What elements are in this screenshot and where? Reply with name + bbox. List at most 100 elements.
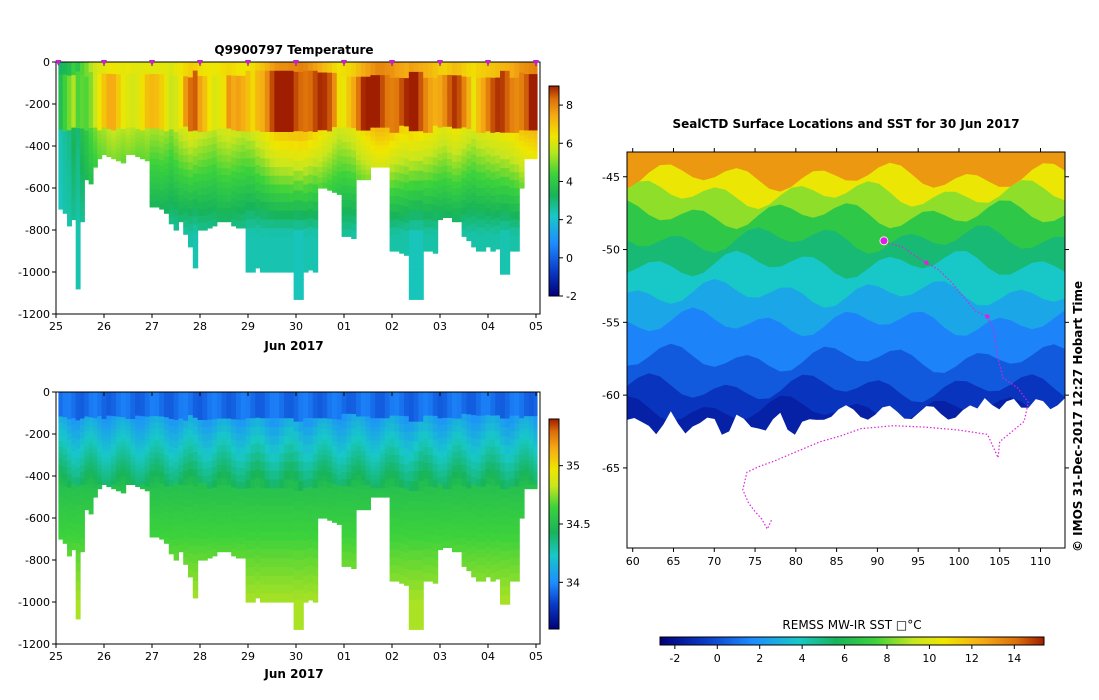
profile-cell: [524, 420, 530, 425]
profile-cell: [423, 510, 429, 519]
profile-cell: [269, 453, 275, 463]
profile-cell: [173, 76, 179, 84]
salinity-x-label: Jun 2017: [263, 667, 323, 681]
profile-cell: [485, 515, 491, 524]
profile-cell: [71, 470, 77, 478]
profile-cell: [207, 405, 213, 414]
profile-cell: [288, 114, 295, 124]
profile-cell: [394, 101, 400, 110]
profile-cell: [447, 159, 453, 167]
profile-cell: [394, 510, 400, 519]
profile-cell: [178, 511, 184, 519]
profile-cell: [236, 495, 242, 504]
profile-cell: [274, 567, 280, 577]
profile-cell: [192, 190, 199, 200]
profile-cell: [159, 398, 165, 405]
profile-cell: [183, 521, 189, 529]
profile-cell: [389, 447, 395, 456]
profile-cell: [62, 74, 68, 82]
profile-cell: [360, 460, 367, 467]
profile-cell: [154, 158, 160, 166]
profile-cell: [284, 400, 290, 411]
profile-cell: [245, 105, 251, 116]
profile-cell: [231, 130, 237, 138]
profile-cell: [308, 417, 314, 428]
profile-cell: [418, 619, 424, 630]
profile-cell: [92, 448, 98, 454]
profile-cell: [528, 420, 535, 425]
profile-cell: [524, 472, 530, 478]
profile-cell: [226, 75, 232, 83]
profile-cell: [360, 436, 367, 442]
profile-cell: [71, 457, 77, 465]
profile-cell: [274, 523, 280, 533]
profile-cell: [452, 62, 458, 70]
profile-cell: [432, 463, 439, 473]
profile-cell: [212, 405, 218, 414]
profile-cell: [140, 420, 146, 425]
profile-cell: [514, 85, 520, 95]
profile-cell: [375, 448, 381, 454]
profile-cell: [221, 75, 227, 83]
profile-cell: [159, 184, 165, 192]
profile-cell: [370, 492, 376, 498]
profile-cell: [75, 128, 81, 139]
profile-cell: [111, 472, 117, 478]
profile-cell: [231, 501, 237, 509]
profile-cell: [389, 85, 395, 95]
profile-cell: [188, 522, 194, 532]
profile-cell: [260, 514, 266, 524]
profile-cell: [260, 193, 266, 203]
profile-cell: [75, 410, 81, 421]
profile-cell: [111, 456, 117, 462]
profile-cell: [528, 404, 535, 409]
profile-cell: [173, 83, 179, 91]
profile-cell: [461, 221, 467, 230]
profile-cell: [380, 475, 386, 481]
profile-cell: [404, 214, 410, 224]
profile-cell: [269, 540, 275, 551]
profile-cell: [279, 219, 285, 229]
profile-cell: [461, 185, 467, 194]
profile-cell: [67, 473, 72, 482]
profile-cell: [456, 75, 463, 83]
profile-cell: [370, 66, 376, 72]
profile-cell: [58, 422, 64, 430]
profile-cell: [144, 119, 151, 125]
profile-cell: [476, 156, 482, 165]
profile-cell: [428, 455, 434, 464]
profile-cell: [360, 81, 367, 88]
profile-cell: [404, 553, 410, 562]
profile-cell: [84, 392, 90, 398]
profile-cell: [240, 158, 247, 167]
profile-cell: [120, 476, 127, 481]
profile-cell: [504, 392, 511, 402]
profile-cell: [88, 447, 94, 454]
profile-cell: [88, 117, 94, 124]
profile-cell: [423, 203, 429, 213]
profile-cell: [75, 571, 81, 582]
profile-cell: [351, 502, 357, 511]
profile-cell: [183, 140, 189, 149]
profile-cell: [130, 88, 136, 94]
profile-cell: [207, 75, 213, 84]
profile-cell: [322, 455, 328, 461]
profile-cell: [423, 227, 429, 236]
profile-cell: [279, 523, 285, 533]
profile-cell: [437, 542, 443, 551]
profile-cell: [168, 398, 175, 407]
profile-cell: [524, 448, 530, 453]
profile-cell: [509, 510, 515, 519]
profile-cell: [125, 85, 131, 90]
profile-cell: [452, 88, 458, 96]
profile-cell: [432, 415, 439, 425]
profile-cell: [149, 134, 155, 142]
profile-cell: [260, 114, 266, 124]
profile-cell: [408, 259, 415, 271]
profile-cell: [413, 480, 419, 492]
profile-cell: [476, 478, 482, 488]
profile-cell: [317, 428, 323, 435]
profile-cell: [293, 530, 299, 541]
profile-cell: [164, 118, 170, 126]
profile-cell: [154, 92, 160, 99]
